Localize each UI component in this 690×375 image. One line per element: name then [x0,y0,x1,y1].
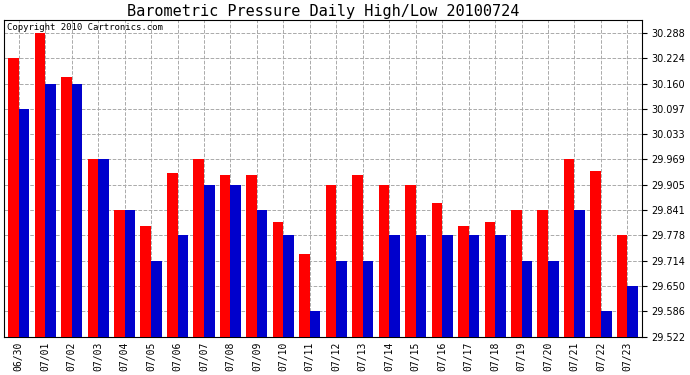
Bar [141,226,151,337]
Bar [72,84,82,337]
Bar [564,159,575,337]
Bar [548,261,559,337]
Bar [151,261,161,337]
Bar [125,210,135,337]
Bar [336,261,347,337]
Bar [431,202,442,337]
Bar [193,159,204,337]
Text: Copyright 2010 Cartronics.com: Copyright 2010 Cartronics.com [8,24,164,33]
Bar [8,58,19,337]
Bar [484,222,495,337]
Bar [204,185,215,337]
Bar [575,210,585,337]
Bar [230,185,241,337]
Bar [617,235,627,337]
Bar [627,286,638,337]
Bar [522,261,532,337]
Bar [114,210,125,337]
Bar [326,185,336,337]
Bar [363,261,373,337]
Bar [405,185,415,337]
Bar [352,175,363,337]
Bar [538,210,548,337]
Bar [389,235,400,337]
Bar [284,235,294,337]
Bar [177,235,188,337]
Bar [379,185,389,337]
Bar [601,311,611,337]
Bar [98,159,109,337]
Bar [415,235,426,337]
Bar [34,33,45,337]
Bar [495,235,506,337]
Bar [458,226,469,337]
Bar [273,222,284,337]
Bar [469,235,480,337]
Bar [511,210,522,337]
Bar [19,109,29,337]
Bar [246,175,257,337]
Title: Barometric Pressure Daily High/Low 20100724: Barometric Pressure Daily High/Low 20100… [127,4,520,19]
Bar [442,235,453,337]
Bar [310,311,320,337]
Bar [257,210,268,337]
Bar [167,173,177,337]
Bar [61,77,72,337]
Bar [88,159,98,337]
Bar [591,171,601,337]
Bar [45,84,56,337]
Bar [220,175,230,337]
Bar [299,254,310,337]
